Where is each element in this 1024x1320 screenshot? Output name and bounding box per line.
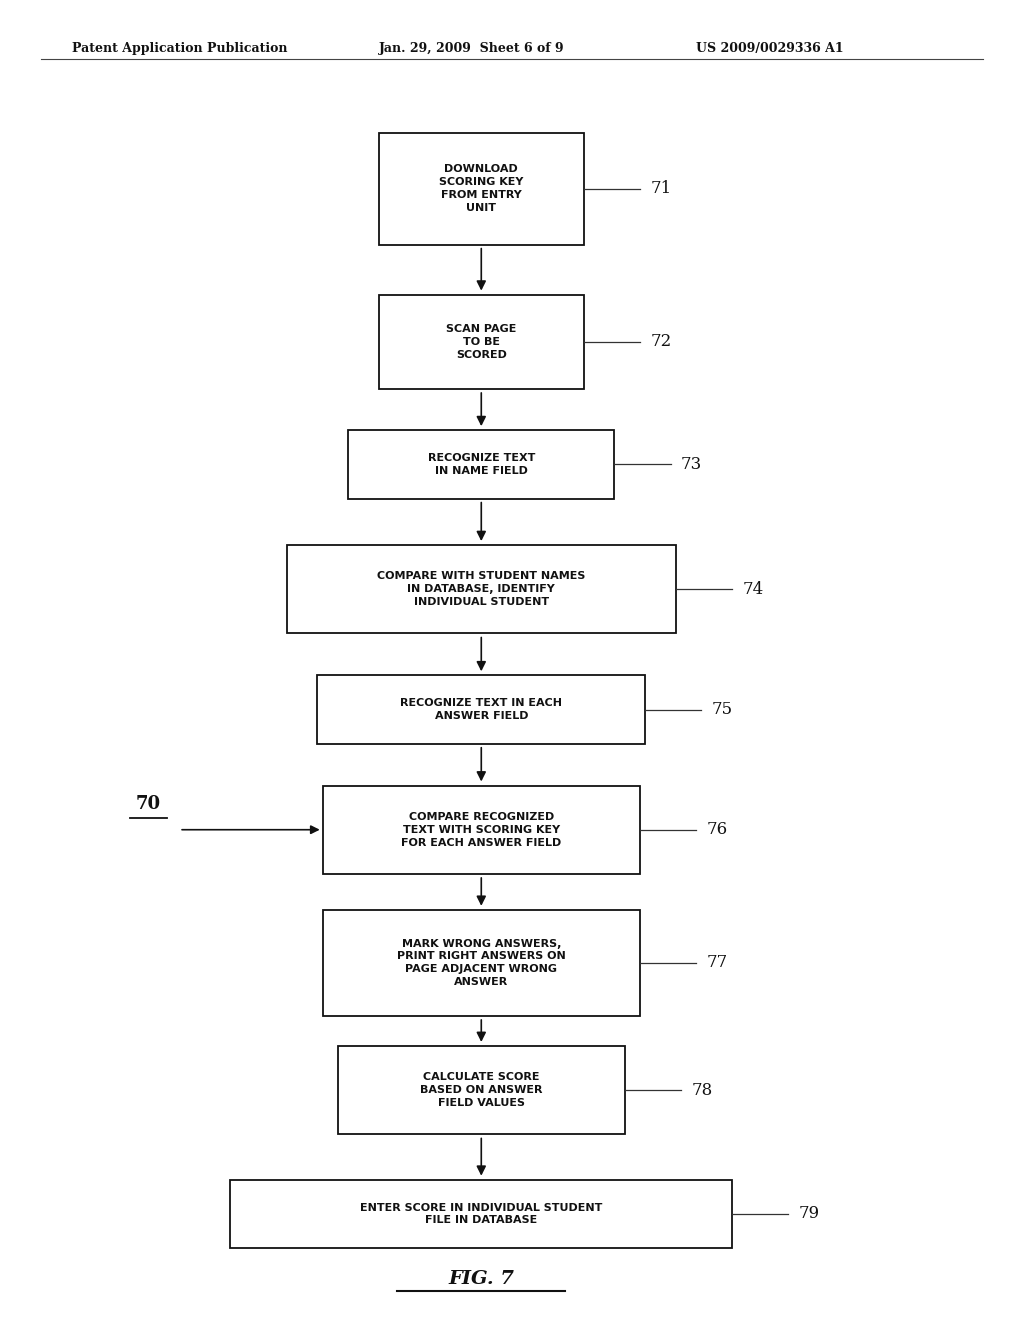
Bar [379,294,584,389]
Bar [287,545,676,634]
Bar [348,430,614,499]
Text: Jan. 29, 2009  Sheet 6 of 9: Jan. 29, 2009 Sheet 6 of 9 [379,42,564,55]
Text: 75: 75 [712,701,733,718]
Text: CALCULATE SCORE
BASED ON ANSWER
FIELD VALUES: CALCULATE SCORE BASED ON ANSWER FIELD VA… [420,1072,543,1107]
Bar [323,785,640,874]
Bar [338,1045,625,1134]
Text: 72: 72 [650,333,672,350]
Bar [379,132,584,244]
Text: 74: 74 [742,581,764,598]
Text: RECOGNIZE TEXT
IN NAME FIELD: RECOGNIZE TEXT IN NAME FIELD [428,453,535,475]
Text: MARK WRONG ANSWERS,
PRINT RIGHT ANSWERS ON
PAGE ADJACENT WRONG
ANSWER: MARK WRONG ANSWERS, PRINT RIGHT ANSWERS … [397,939,565,987]
Text: ENTER SCORE IN INDIVIDUAL STUDENT
FILE IN DATABASE: ENTER SCORE IN INDIVIDUAL STUDENT FILE I… [360,1203,602,1225]
Text: 70: 70 [136,795,161,813]
Text: SCAN PAGE
TO BE
SCORED: SCAN PAGE TO BE SCORED [446,323,516,359]
Bar [230,1180,732,1249]
Text: FIG. 7: FIG. 7 [449,1270,514,1288]
Text: 78: 78 [691,1081,713,1098]
Text: 76: 76 [707,821,728,838]
Text: COMPARE RECOGNIZED
TEXT WITH SCORING KEY
FOR EACH ANSWER FIELD: COMPARE RECOGNIZED TEXT WITH SCORING KEY… [401,812,561,847]
Text: US 2009/0029336 A1: US 2009/0029336 A1 [696,42,844,55]
Bar [317,676,645,743]
Bar [323,909,640,1016]
Text: DOWNLOAD
SCORING KEY
FROM ENTRY
UNIT: DOWNLOAD SCORING KEY FROM ENTRY UNIT [439,165,523,213]
Text: 71: 71 [650,180,672,197]
Text: RECOGNIZE TEXT IN EACH
ANSWER FIELD: RECOGNIZE TEXT IN EACH ANSWER FIELD [400,698,562,721]
Text: COMPARE WITH STUDENT NAMES
IN DATABASE, IDENTIFY
INDIVIDUAL STUDENT: COMPARE WITH STUDENT NAMES IN DATABASE, … [377,572,586,607]
Text: 73: 73 [681,455,702,473]
Text: Patent Application Publication: Patent Application Publication [72,42,287,55]
Text: 77: 77 [707,954,728,972]
Text: 79: 79 [799,1205,820,1222]
